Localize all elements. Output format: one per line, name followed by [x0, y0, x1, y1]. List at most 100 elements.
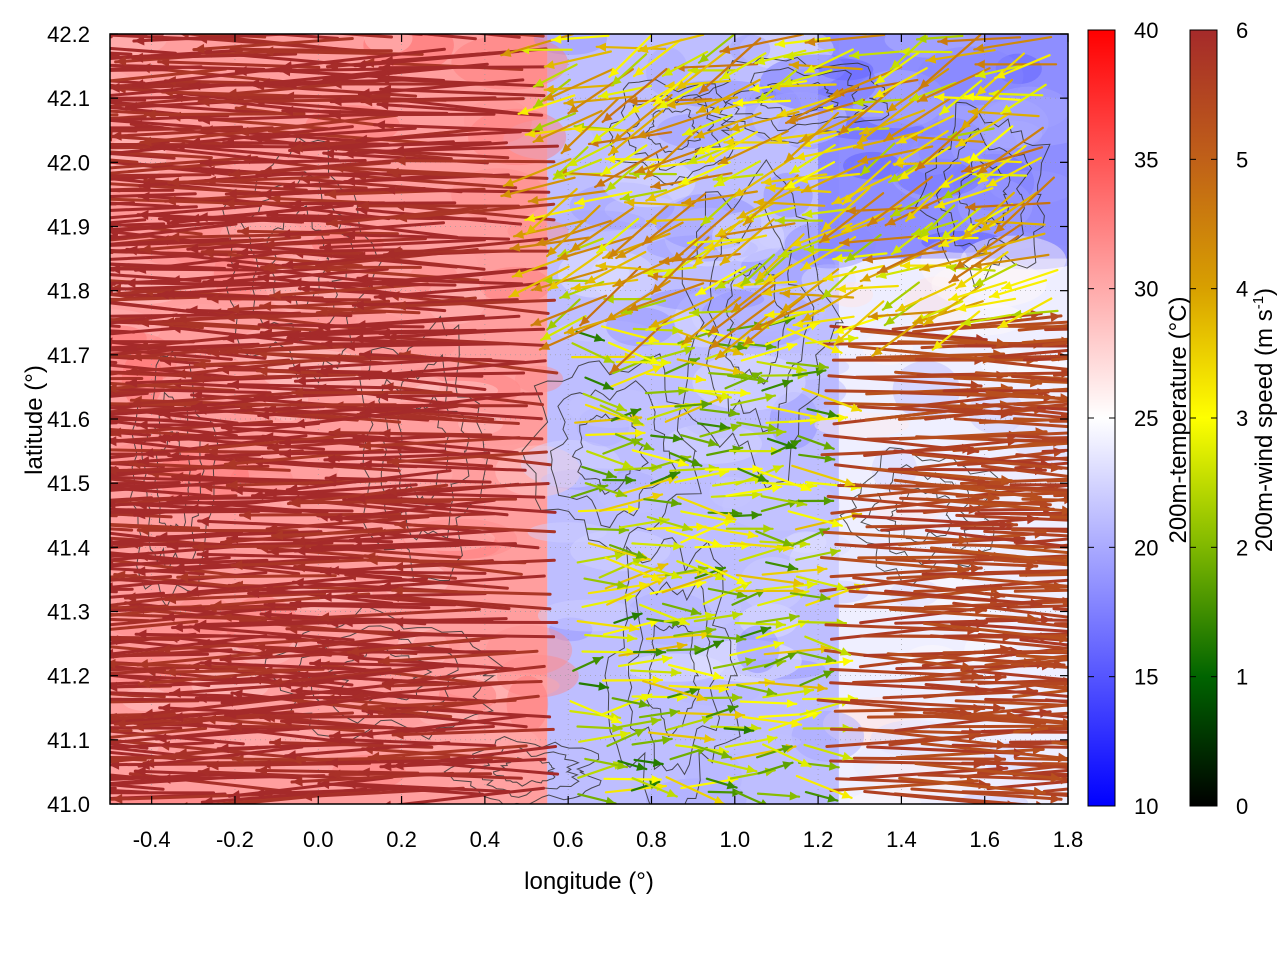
wind-vector-head	[374, 120, 386, 131]
wind-vector-head	[160, 773, 171, 784]
wind-vector-shaft	[801, 284, 864, 323]
wind-vector-head	[1181, 761, 1191, 771]
wind-vector-shaft	[199, 661, 367, 672]
wind-colorbar-label-main: 200m-wind speed (m s	[1251, 309, 1278, 552]
wind-vector-shaft	[387, 594, 552, 611]
wind-vector-head	[775, 619, 786, 629]
wind-vector-head	[610, 363, 621, 373]
wind-vector-head	[1127, 323, 1137, 333]
wind-vector-head	[96, 157, 107, 167]
wind-vector-head	[628, 504, 638, 514]
wind-vector-shaft	[795, 774, 853, 800]
wind-vector-head	[875, 74, 886, 84]
wind-vector-shaft	[695, 78, 761, 114]
wind-vector-shaft	[110, 391, 149, 398]
wind-vector-head	[284, 181, 296, 191]
wind-vector-shaft	[110, 551, 206, 564]
y-tick-label: 41.6	[47, 407, 90, 432]
wind-vector-head	[750, 372, 762, 381]
wind-vector-shaft	[680, 517, 734, 544]
wind-vector-head	[72, 194, 83, 204]
wind-vector-head	[327, 217, 339, 228]
wind-vector-head	[359, 88, 371, 99]
wind-vector-head	[716, 227, 727, 236]
wind-vector-head	[961, 119, 971, 130]
wind-vector-head	[672, 325, 682, 335]
wind-vector-head	[970, 380, 982, 391]
terrain-contour	[886, 487, 954, 544]
wind-vector-shaft	[929, 634, 1068, 650]
wind-vector-head	[1148, 712, 1159, 722]
wind-vector-head	[331, 513, 343, 523]
wind-vector-head	[175, 368, 186, 379]
wind-vector-head	[597, 243, 608, 253]
wind-vector-shaft	[671, 208, 735, 263]
wind-vector-head	[380, 581, 392, 591]
wind-vector-shaft	[270, 664, 433, 685]
wind-vector-head	[737, 210, 748, 219]
wind-vector-shaft	[788, 63, 863, 71]
wind-vector-head	[762, 287, 773, 297]
wind-vector-shaft	[600, 325, 660, 343]
wind-vector-head	[281, 716, 293, 727]
wind-vector-head	[134, 509, 146, 520]
wind-vector-head	[613, 133, 624, 143]
wind-vector-shaft	[851, 514, 1012, 527]
wind-vector-head	[836, 284, 846, 294]
wind-vector-head	[138, 456, 150, 466]
wind-vector-head	[734, 280, 744, 290]
wind-vector-head	[321, 591, 332, 602]
wind-vector-head	[598, 681, 609, 691]
wind-vector-shaft	[386, 170, 549, 180]
wind-vector-head	[604, 294, 614, 304]
wind-vector-head	[110, 436, 117, 447]
wind-vector-shaft	[110, 236, 176, 246]
wind-vector-head	[379, 656, 390, 666]
y-tick-label: 42.1	[47, 86, 90, 111]
wind-vector-head	[743, 725, 754, 735]
wind-vector-head	[715, 349, 726, 359]
wind-vector-head	[77, 715, 88, 725]
wind-vector-head	[752, 322, 763, 331]
wind-vector-head	[976, 85, 987, 96]
wind-vector-shaft	[985, 156, 1043, 188]
wind-vector-shaft	[584, 250, 647, 285]
wind-vector-shaft	[323, 451, 491, 462]
wind-vector-head	[714, 572, 725, 581]
wind-vector-head	[110, 465, 117, 476]
wind-vector-head	[704, 734, 714, 743]
wind-vector-shaft	[357, 770, 523, 780]
wind-vector-shaft	[1015, 654, 1068, 661]
wind-vector-shaft	[573, 190, 633, 205]
wind-vector-head	[5, 151, 16, 161]
wind-vector-head	[383, 677, 395, 688]
wind-vector-shaft	[133, 249, 300, 272]
wind-vector-head	[815, 367, 826, 377]
wind-vector-head	[999, 519, 1010, 530]
terrain-contour	[604, 537, 741, 804]
wind-vector-head	[135, 766, 146, 777]
wind-vector-shaft	[354, 497, 518, 503]
wind-vector-shaft	[355, 207, 523, 226]
wind-vector-head	[934, 92, 945, 102]
wind-vector-head	[840, 237, 850, 247]
wind-vector-head	[312, 19, 323, 29]
wind-vector-shaft	[550, 34, 610, 42]
wind-vector-head	[135, 566, 146, 577]
wind-vector-head	[912, 227, 923, 237]
wind-vector-shaft	[761, 567, 828, 576]
wind-vector-head	[78, 55, 89, 65]
wind-vector-head	[99, 311, 109, 321]
wind-vector-shaft	[594, 145, 669, 188]
wind-vector-shaft	[834, 604, 988, 612]
wind-vector-head	[1179, 625, 1190, 635]
wind-vector-head	[111, 793, 123, 804]
wind-vector-head	[257, 366, 268, 377]
wind-vector-shaft	[883, 97, 951, 142]
wind-vector-shaft	[947, 281, 1008, 301]
wind-vector-shaft	[645, 632, 712, 641]
wind-vector-head	[567, 157, 578, 166]
wind-vector-head	[176, 313, 187, 324]
wind-vector-shaft	[197, 519, 364, 530]
wind-vector-head	[962, 229, 973, 239]
